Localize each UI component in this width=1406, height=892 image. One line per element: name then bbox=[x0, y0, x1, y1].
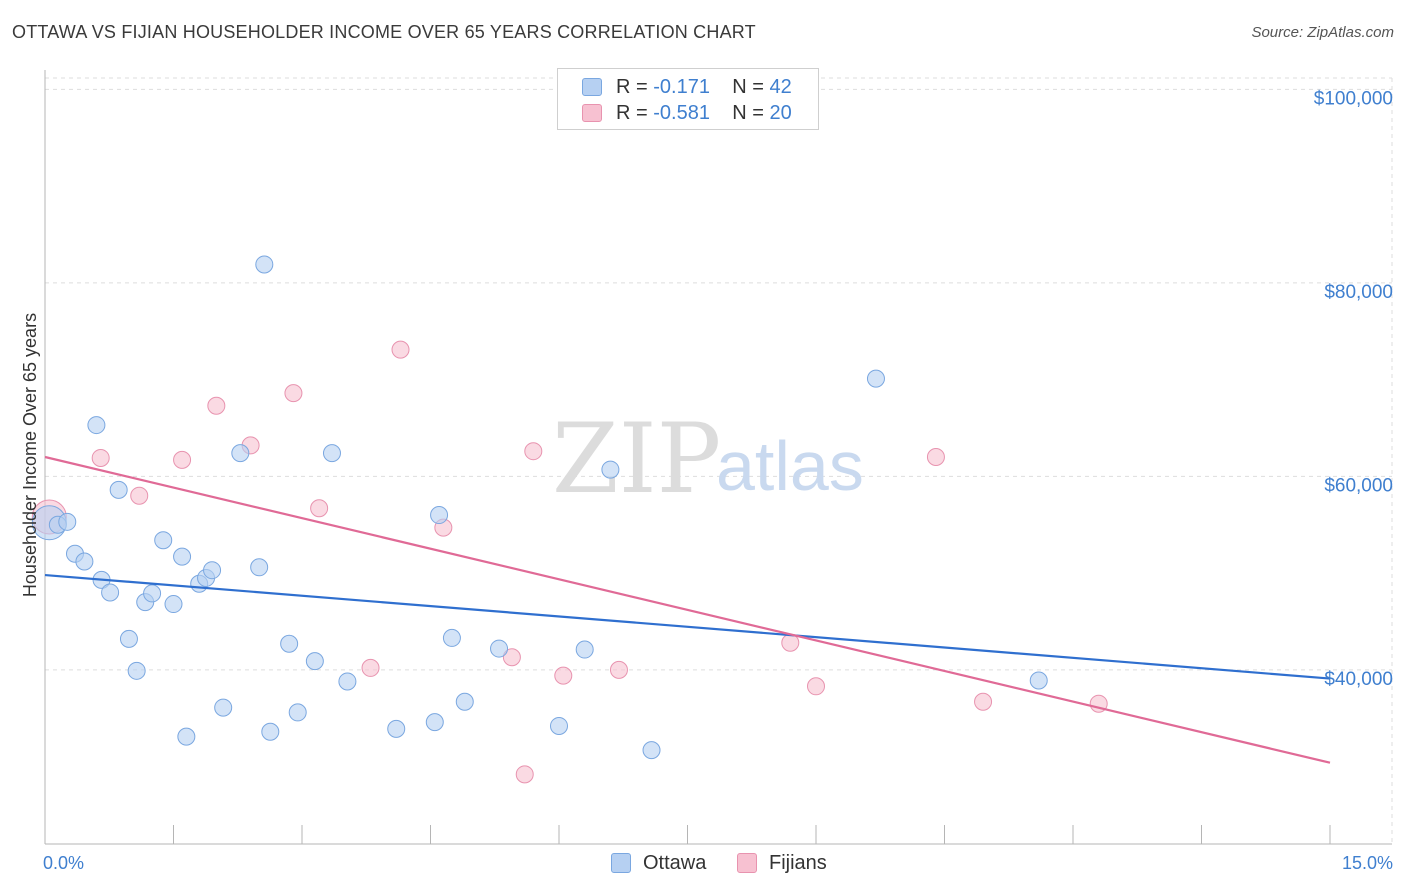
ottawa-point bbox=[338, 672, 357, 691]
x-tick-label-end: 15.0% bbox=[1342, 853, 1393, 873]
fijians-point bbox=[130, 486, 149, 505]
fijians-r-value: -0.581 bbox=[653, 102, 710, 124]
y-axis-label: Householder Income Over 65 years bbox=[20, 313, 40, 597]
ottawa-point bbox=[87, 416, 106, 435]
fijians-point bbox=[515, 765, 534, 784]
ottawa-point bbox=[75, 552, 94, 571]
fijians-point bbox=[284, 384, 303, 403]
ottawa-point bbox=[154, 531, 173, 550]
y-tick-label: $80,000 bbox=[1324, 282, 1393, 303]
ottawa-point bbox=[1029, 671, 1048, 690]
fijians-point bbox=[524, 442, 543, 461]
ottawa-point bbox=[164, 595, 183, 614]
watermark-zip: ZIP bbox=[552, 403, 721, 515]
source-credit: Source: ZipAtlas.com bbox=[1251, 24, 1394, 41]
chart-title: OTTAWA VS FIJIAN HOUSEHOLDER INCOME OVER… bbox=[12, 22, 756, 42]
fijians-point bbox=[554, 666, 573, 685]
ottawa-point bbox=[305, 652, 324, 671]
ottawa-point bbox=[143, 584, 162, 603]
ottawa-point bbox=[261, 722, 280, 741]
ottawa-point bbox=[575, 640, 594, 659]
ottawa-point bbox=[601, 460, 620, 479]
fijians-legend-label: Fijians bbox=[769, 852, 827, 874]
ottawa-point bbox=[288, 703, 307, 722]
fijians-point bbox=[91, 448, 110, 467]
legend-fijians-stats: R = -0.581 N = 20 bbox=[616, 102, 792, 124]
ottawa-point bbox=[109, 480, 128, 499]
fijians-point bbox=[173, 450, 192, 469]
fijians-point bbox=[391, 340, 410, 359]
ottawa-trend-line bbox=[44, 573, 1331, 680]
fijians-trend-line bbox=[44, 455, 1331, 764]
ottawa-legend-label: Ottawa bbox=[643, 852, 707, 874]
x-tick-label-start: 0.0% bbox=[43, 853, 84, 873]
ottawa-point bbox=[322, 444, 341, 463]
watermark-atlas: atlas bbox=[716, 427, 864, 505]
stats-legend: R = -0.171 N = 42 R = -0.581 N = 20 bbox=[557, 68, 819, 130]
fijians-point bbox=[310, 499, 329, 518]
ottawa-point bbox=[642, 741, 661, 760]
ottawa-point bbox=[127, 661, 146, 680]
ottawa-swatch bbox=[582, 78, 602, 96]
fijians-point bbox=[361, 658, 380, 677]
y-tick-label: $40,000 bbox=[1324, 669, 1393, 690]
ottawa-point bbox=[280, 634, 299, 653]
ottawa-legend-swatch bbox=[611, 853, 631, 873]
ottawa-point bbox=[119, 629, 138, 648]
fijians-legend-swatch bbox=[737, 853, 757, 873]
ottawa-point bbox=[442, 628, 461, 647]
fijians-swatch bbox=[582, 104, 602, 122]
ottawa-point bbox=[250, 558, 269, 577]
ottawa-point bbox=[430, 506, 449, 525]
tick-labels: $40,000 $60,000 $80,000 $100,000 0.0% 15.0% bbox=[43, 88, 1393, 873]
legend-ottawa-stats: R = -0.171 N = 42 bbox=[616, 76, 792, 98]
y-tick-label: $100,000 bbox=[1314, 88, 1393, 109]
ottawa-point bbox=[173, 547, 192, 566]
ottawa-point bbox=[58, 512, 77, 531]
fijians-n-value: 20 bbox=[769, 102, 792, 124]
ottawa-point bbox=[203, 561, 222, 580]
ottawa-point bbox=[490, 639, 509, 658]
ottawa-point bbox=[387, 719, 406, 738]
trend-lines bbox=[44, 455, 1331, 764]
ottawa-point bbox=[214, 698, 233, 717]
ottawa-point bbox=[866, 369, 885, 388]
fijians-point bbox=[609, 660, 628, 679]
ottawa-point bbox=[101, 583, 120, 602]
ottawa-points bbox=[31, 255, 1048, 760]
ottawa-n-value: 42 bbox=[769, 76, 792, 98]
ottawa-point bbox=[231, 444, 250, 463]
fijians-point bbox=[926, 448, 945, 466]
ottawa-r-value: -0.171 bbox=[653, 76, 710, 98]
fijians-point bbox=[974, 692, 993, 711]
ottawa-point bbox=[425, 713, 444, 732]
ottawa-point bbox=[550, 716, 568, 735]
ottawa-point bbox=[255, 255, 274, 274]
y-tick-label: $60,000 bbox=[1324, 475, 1393, 496]
ottawa-point bbox=[455, 692, 474, 711]
fijians-point bbox=[207, 396, 226, 415]
fijians-point bbox=[502, 648, 521, 667]
ottawa-point bbox=[177, 727, 196, 746]
fijians-point bbox=[807, 677, 825, 696]
